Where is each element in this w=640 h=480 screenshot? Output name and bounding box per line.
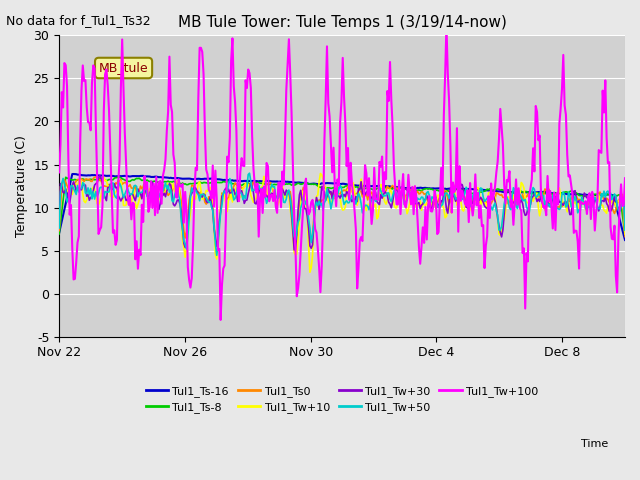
Text: MB_tule: MB_tule <box>99 61 148 74</box>
Text: Time: Time <box>580 439 608 449</box>
Bar <box>59 36 625 165</box>
Legend: Tul1_Ts-16, Tul1_Ts-8, Tul1_Ts0, Tul1_Tw+10, Tul1_Tw+30, Tul1_Tw+50, Tul1_Tw+100: Tul1_Ts-16, Tul1_Ts-8, Tul1_Ts0, Tul1_Tw… <box>141 382 543 418</box>
Title: MB Tule Tower: Tule Temps 1 (3/19/14-now): MB Tule Tower: Tule Temps 1 (3/19/14-now… <box>178 15 506 30</box>
Text: No data for f_Tul1_Ts32: No data for f_Tul1_Ts32 <box>6 14 151 27</box>
Bar <box>59 207 625 337</box>
Y-axis label: Temperature (C): Temperature (C) <box>15 135 28 237</box>
